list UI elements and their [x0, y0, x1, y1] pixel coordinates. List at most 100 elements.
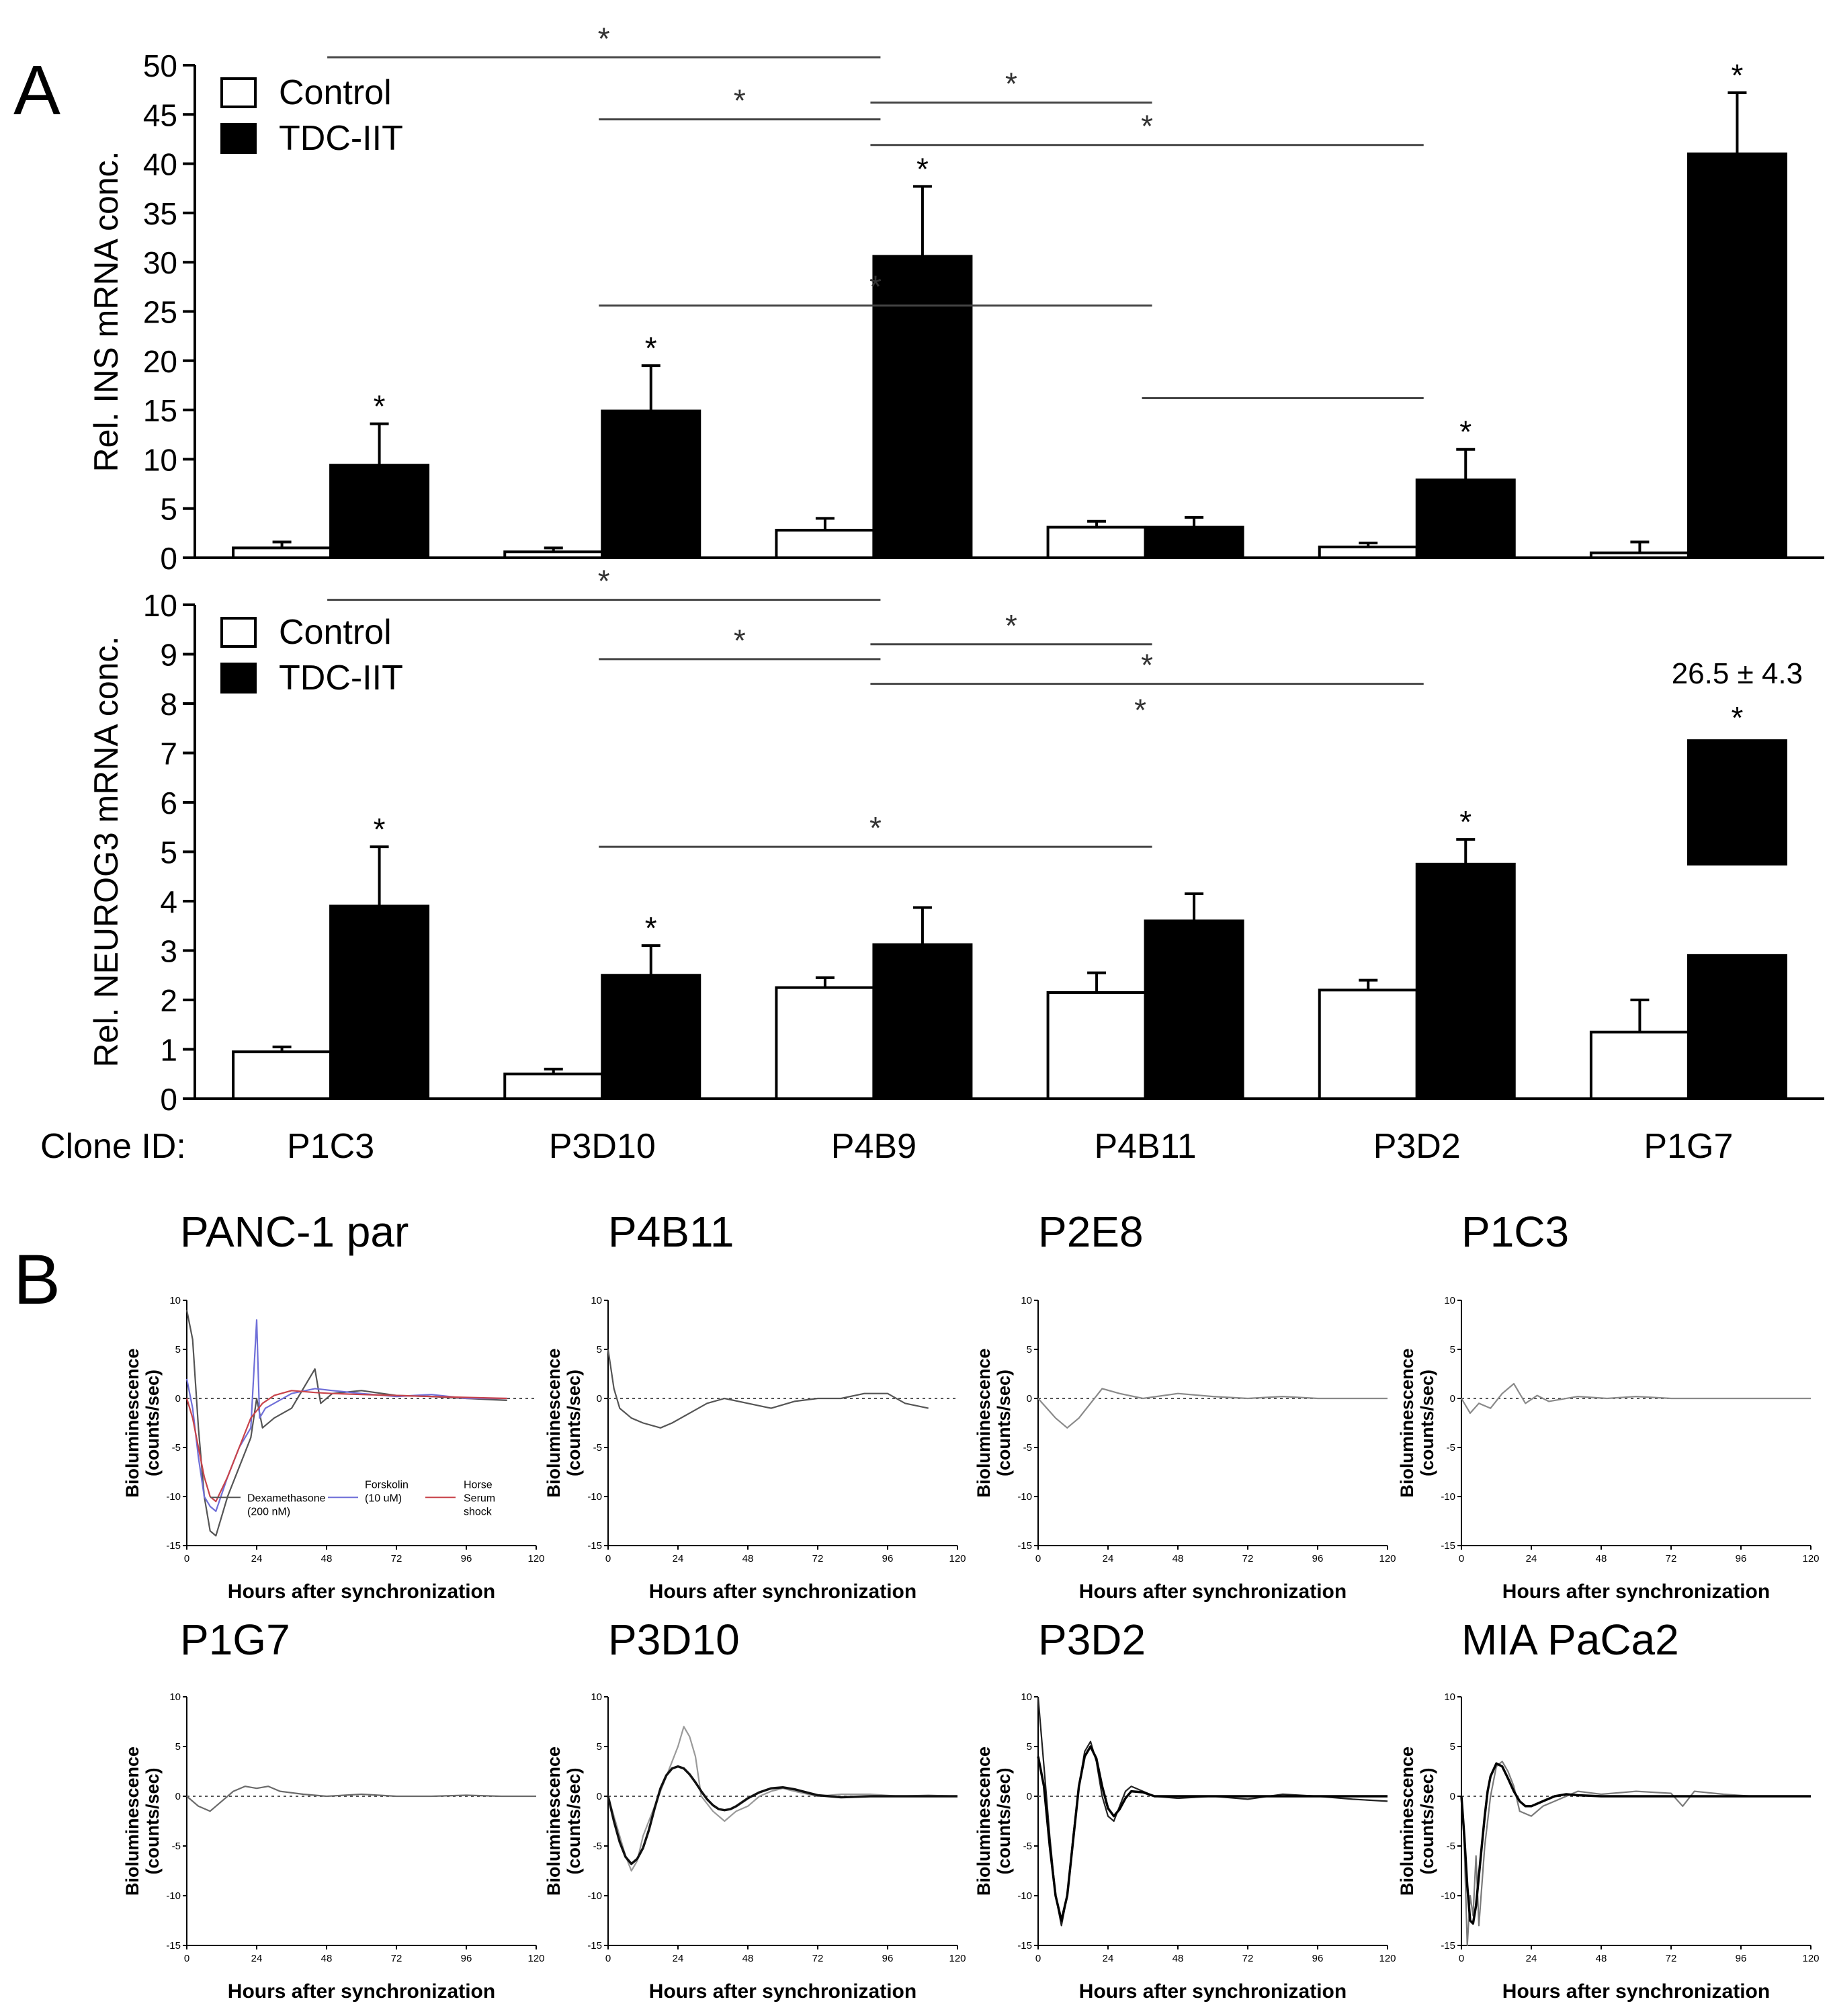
y-tick-label: 5	[1450, 1344, 1455, 1355]
x-tick-label: 120	[1802, 1953, 1819, 1964]
bar-treated	[329, 905, 430, 1100]
y-tick-label: 7	[160, 737, 177, 771]
y-tick-label: 0	[1027, 1791, 1032, 1802]
y-tick-label: 0	[597, 1791, 602, 1802]
y-tick-label: -15	[166, 1940, 181, 1951]
x-tick-label: 24	[251, 1953, 263, 1964]
bar-treated	[601, 974, 701, 1100]
y-tick-label: -5	[593, 1442, 602, 1454]
x-tick-label: 72	[812, 1953, 824, 1964]
y-tick-label: 9	[160, 638, 177, 673]
y-tick-label: -15	[587, 1940, 602, 1951]
bar-treated	[1415, 862, 1516, 1100]
x-tick-label: 24	[251, 1553, 263, 1564]
bar-control	[1046, 526, 1147, 560]
y-tick-label: -5	[172, 1442, 181, 1454]
legend-swatch-treated	[220, 123, 257, 154]
x-tick-label: 48	[1596, 1953, 1607, 1964]
x-tick-label: 0	[1459, 1953, 1464, 1964]
series-line-trace	[186, 1786, 536, 1812]
y-tick-label: 25	[143, 295, 177, 330]
series-line-horse-serum-shock	[185, 1390, 507, 1503]
y-axis-label-units: (counts/sec)	[1417, 1767, 1437, 1874]
x-tick-label: 24	[1103, 1553, 1114, 1564]
y-tick-label: -10	[1017, 1491, 1032, 1503]
x-tick-label: 72	[391, 1553, 402, 1564]
bar-treated	[1687, 152, 1787, 559]
bar-treated	[1144, 526, 1244, 560]
bar-chart-neurog3: 0 1 2 3 4 5 6 7 8 9 10 Rel. NEUROG3 mRNA conc. * P1C3…	[87, 564, 1824, 1166]
x-tick-label: 96	[882, 1553, 894, 1564]
bracket-star-extra: *	[1134, 693, 1146, 728]
significance-star: *	[1731, 58, 1743, 93]
series-line-data	[1037, 1696, 1388, 1927]
y-tick-label: 10	[1021, 1295, 1032, 1306]
y-tick-label: 0	[160, 541, 177, 576]
y-tick-label: 45	[143, 97, 177, 132]
clone-id-label: Clone ID:	[40, 1127, 186, 1166]
y-tick-label: 3	[160, 934, 177, 969]
y-tick-label: -5	[593, 1841, 602, 1852]
y-tick-label: -15	[166, 1540, 181, 1552]
bracket-star: *	[1005, 608, 1017, 643]
y-axis-label: Bioluminescence	[1397, 1348, 1417, 1497]
legend-swatch-control	[220, 617, 257, 648]
x-axis-label: Hours after synchronization	[1502, 1980, 1770, 2003]
clone-id-P3D2: P3D2	[1373, 1127, 1461, 1166]
y-tick-label: 10	[591, 1691, 602, 1703]
x-tick-label: 96	[1736, 1553, 1747, 1564]
series-line-forskolin-10-um-	[185, 1319, 507, 1512]
bar-control	[1318, 545, 1418, 560]
y-tick-label: 2	[160, 983, 177, 1018]
significance-star: *	[1731, 700, 1743, 735]
series-line-trace	[607, 1349, 929, 1429]
legend-label-treated: TDC-IIT	[279, 119, 403, 158]
y-axis-label-units: (counts/sec)	[994, 1370, 1014, 1476]
x-tick-label: 48	[321, 1553, 333, 1564]
bar-treated-upper	[1687, 739, 1787, 866]
series-line-fit	[1037, 1745, 1388, 1922]
y-axis-label: Bioluminescence	[974, 1747, 994, 1896]
y-axis-label: Rel. INS mRNA conc.	[87, 151, 125, 472]
legend-hs-3: shock	[464, 1506, 493, 1517]
clone-id-P1G7: P1G7	[1644, 1127, 1733, 1166]
clone-id-P4B9: P4B9	[831, 1127, 916, 1166]
y-axis-label-units: (counts/sec)	[564, 1370, 584, 1476]
clone-id-P1C3: P1C3	[287, 1127, 374, 1166]
legend-hs-1: Horse	[464, 1479, 493, 1490]
y-tick-label: 0	[1450, 1791, 1455, 1802]
x-axis-label: Hours after synchronization	[1502, 1581, 1770, 1603]
significance-star: *	[1459, 415, 1472, 450]
y-tick-label: 5	[175, 1741, 181, 1753]
x-tick-label: 72	[1666, 1553, 1677, 1564]
x-tick-label: 48	[742, 1553, 754, 1564]
y-tick-label: 5	[160, 835, 177, 870]
legend-swatch-control	[220, 77, 257, 108]
y-tick-label: 5	[1027, 1344, 1032, 1355]
x-tick-label: 120	[527, 1553, 544, 1564]
bar-control	[775, 528, 876, 560]
legend-label-control: Control	[279, 73, 392, 112]
x-tick-label: 0	[1459, 1553, 1464, 1564]
bar-treated-lower	[1687, 954, 1787, 1100]
y-tick-label: -10	[166, 1491, 181, 1503]
y-axis-label: Bioluminescence	[122, 1747, 142, 1896]
series-line-trace	[1461, 1383, 1811, 1414]
x-tick-label: 0	[184, 1953, 189, 1964]
x-tick-label: 48	[742, 1953, 754, 1964]
x-axis-label: Hours after synchronization	[1079, 1581, 1347, 1603]
x-tick-label: 96	[1736, 1953, 1747, 1964]
chart-title: P4B11	[608, 1208, 734, 1256]
x-tick-label: 48	[1596, 1553, 1607, 1564]
legend-label-treated: TDC-IIT	[279, 659, 403, 698]
bar-treated	[1144, 919, 1244, 1101]
y-tick-label: 8	[160, 687, 177, 722]
y-tick-label: 5	[175, 1344, 181, 1355]
y-tick-label: 10	[169, 1295, 181, 1306]
x-tick-label: 72	[1242, 1553, 1254, 1564]
y-tick-label: -15	[1017, 1940, 1032, 1951]
x-tick-label: 0	[1035, 1953, 1041, 1964]
x-tick-label: 48	[1173, 1953, 1184, 1964]
